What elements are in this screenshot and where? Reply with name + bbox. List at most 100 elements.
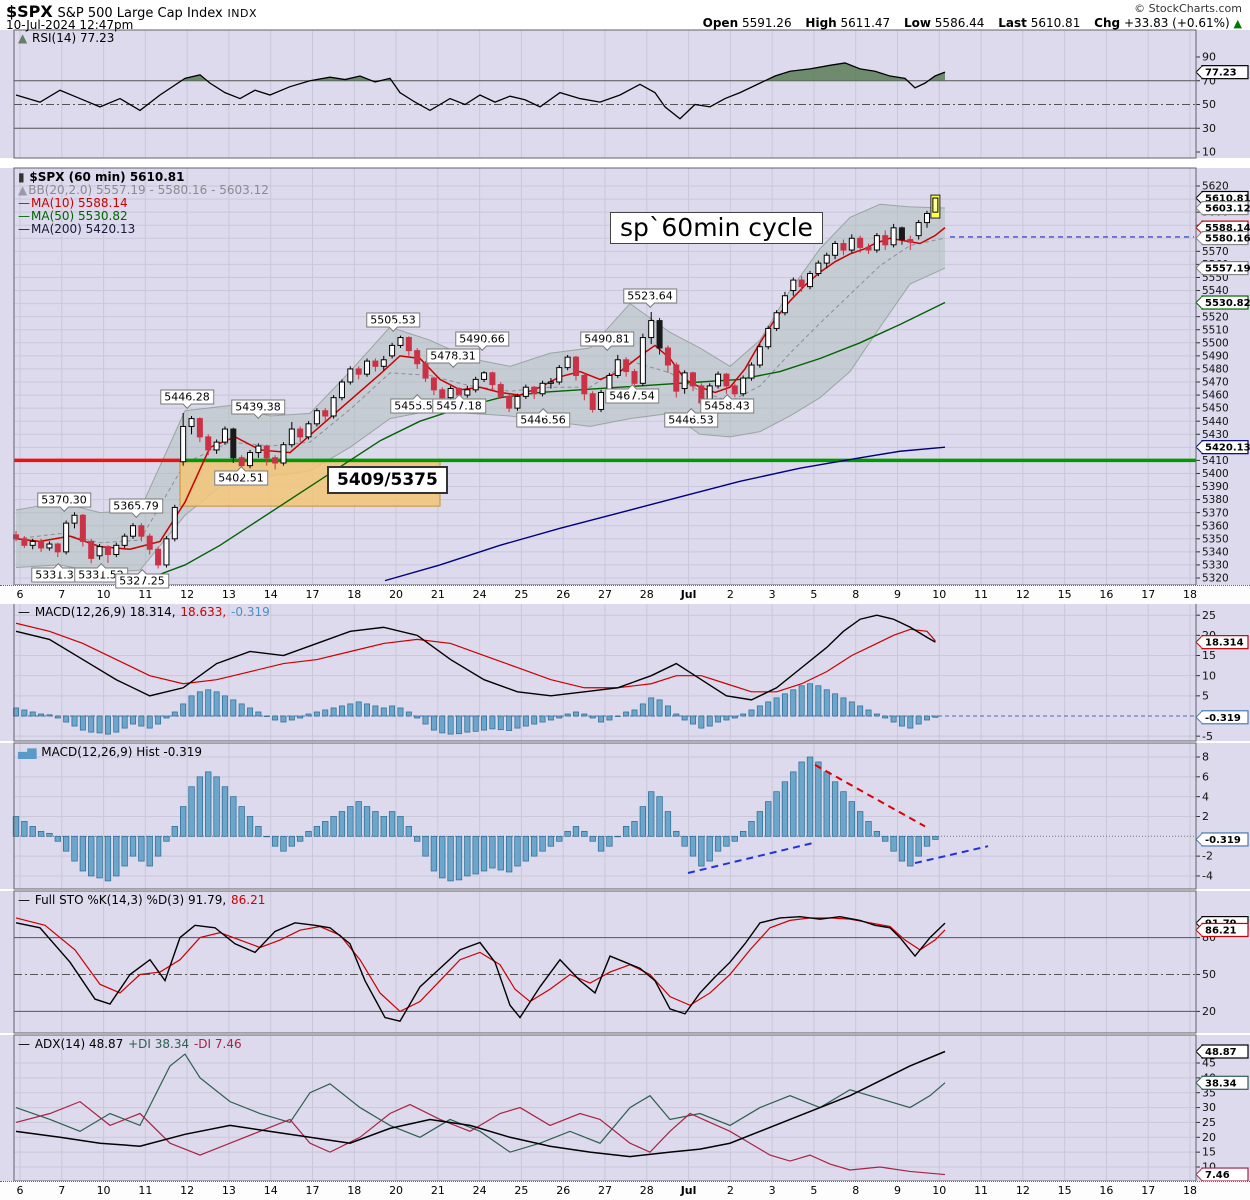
date-tick-label: 11 bbox=[974, 1184, 989, 1197]
legend-segment: ADX(14) 48.87 bbox=[34, 1037, 128, 1051]
date-tick-label: 17 bbox=[305, 1184, 320, 1197]
date-tick-label: 16 bbox=[1099, 1184, 1114, 1197]
adx-legend: — ADX(14) 48.87 +DI 38.34 -DI 7.46 bbox=[18, 1038, 243, 1051]
legend-segment: — bbox=[18, 222, 30, 236]
legend-segment: +DI 38.34 bbox=[128, 1037, 193, 1051]
svg-text:25: 25 bbox=[1202, 609, 1216, 622]
zone-annotation: 5409/5375 bbox=[327, 466, 448, 494]
svg-text:5380: 5380 bbox=[1202, 494, 1229, 506]
legend-segment: -0.319 bbox=[227, 605, 270, 619]
date-tick-label: 8 bbox=[852, 1184, 860, 1197]
price-flag-label: 5370.30 bbox=[37, 492, 91, 508]
price-flag-label: 5490.66 bbox=[455, 331, 509, 347]
svg-text:20: 20 bbox=[1202, 1131, 1216, 1144]
svg-text:8: 8 bbox=[1202, 751, 1209, 764]
date-tick-label: 18 bbox=[1183, 588, 1197, 601]
high-label: High bbox=[805, 16, 837, 30]
hist-legend: ▄▆ MACD(12,26,9) Hist -0.319 bbox=[18, 746, 203, 759]
date-tick-label: 15 bbox=[1057, 1184, 1072, 1197]
date-tick-label: 10 bbox=[932, 1184, 947, 1197]
legend-segment: ▲ bbox=[18, 31, 32, 45]
svg-text:5620: 5620 bbox=[1202, 181, 1229, 193]
date-tick-label: 24 bbox=[472, 1184, 487, 1197]
svg-text:45: 45 bbox=[1202, 1057, 1216, 1070]
date-tick-label: 7 bbox=[58, 1184, 66, 1197]
svg-text:5350: 5350 bbox=[1202, 533, 1229, 545]
svg-text:5420.13: 5420.13 bbox=[1205, 443, 1250, 454]
legend-segment: ▮ bbox=[18, 170, 29, 184]
svg-text:5540: 5540 bbox=[1202, 285, 1229, 297]
date-tick-label: 3 bbox=[768, 1184, 776, 1197]
copyright-link[interactable]: © StockCharts.com bbox=[1134, 2, 1242, 15]
svg-text:5480: 5480 bbox=[1202, 364, 1229, 376]
macd-hist-panel: 8 6 4 2 -2 -4 -0.319 bbox=[12, 751, 1249, 883]
main-legend: ▲BB(20,2.0) 5557.19 - 5580.16 - 5603.12 bbox=[18, 184, 270, 197]
date-tick-label: 5 bbox=[810, 588, 818, 601]
svg-text:50: 50 bbox=[1202, 968, 1216, 981]
rsi-legend: ▲ RSI(14) 77.23 bbox=[18, 32, 115, 45]
svg-text:5610.81: 5610.81 bbox=[1205, 194, 1250, 205]
last-value: 5610.81 bbox=[1030, 16, 1081, 30]
date-tick-label: 6 bbox=[16, 1184, 24, 1197]
price-flag-label: 5446.28 bbox=[160, 389, 214, 405]
svg-text:5340: 5340 bbox=[1202, 546, 1229, 558]
svg-text:15: 15 bbox=[1202, 649, 1216, 662]
date-tick-label: 5 bbox=[810, 1184, 818, 1197]
symbol-name: S&P 500 Large Cap Index bbox=[57, 6, 223, 21]
date-tick-label: 18 bbox=[1183, 1184, 1197, 1197]
chg-value: +33.83 (+0.61%) bbox=[1123, 16, 1230, 30]
date-tick-label: 28 bbox=[639, 588, 654, 601]
svg-text:5400: 5400 bbox=[1202, 468, 1229, 480]
svg-text:30: 30 bbox=[1202, 122, 1216, 135]
open-label: Open bbox=[702, 16, 739, 30]
candles-layer bbox=[13, 194, 941, 569]
svg-text:5557.19: 5557.19 bbox=[1205, 264, 1250, 275]
svg-text:5370: 5370 bbox=[1202, 507, 1229, 519]
legend-segment: Full STO %K(14,3) %D(3) 91.79, bbox=[34, 893, 227, 907]
price-flag-label: 5490.81 bbox=[580, 331, 634, 347]
svg-text:5450: 5450 bbox=[1202, 403, 1229, 415]
svg-text:20: 20 bbox=[1202, 1005, 1216, 1018]
svg-text:5430: 5430 bbox=[1202, 429, 1229, 441]
svg-text:2: 2 bbox=[1202, 810, 1209, 823]
date-tick-label: 28 bbox=[639, 1184, 654, 1197]
date-tick-label: 11 bbox=[138, 588, 153, 601]
svg-text:-2: -2 bbox=[1202, 850, 1213, 863]
svg-text:5510: 5510 bbox=[1202, 324, 1229, 336]
date-tick-label: 26 bbox=[556, 588, 571, 601]
date-tick-label: 10 bbox=[96, 588, 111, 601]
date-tick-label: 13 bbox=[221, 588, 236, 601]
legend-segment: 18.633, bbox=[176, 605, 227, 619]
svg-text:5440: 5440 bbox=[1202, 416, 1229, 428]
legend-segment: $SPX (60 min) 5610.81 bbox=[29, 170, 185, 184]
date-tick-label: 6 bbox=[16, 588, 24, 601]
svg-text:7.46: 7.46 bbox=[1205, 1170, 1230, 1181]
date-tick-label: 27 bbox=[598, 588, 612, 601]
date-axis-top: 6 7 10 11 12 13 14 17 18 20 21 24 25 26 27 28 Jul 2 3 5 8 9 10… bbox=[0, 585, 1250, 604]
cycle-annotation: sp`60min cycle bbox=[610, 212, 823, 244]
date-tick-label: 7 bbox=[58, 588, 66, 601]
date-tick-label: 16 bbox=[1099, 588, 1114, 601]
date-tick-label: Jul bbox=[680, 588, 697, 601]
legend-segment: — bbox=[18, 196, 30, 210]
legend-segment: MA(200) 5420.13 bbox=[31, 222, 136, 236]
date-tick-label: 17 bbox=[1141, 1184, 1156, 1197]
svg-text:5410: 5410 bbox=[1202, 455, 1229, 467]
svg-text:48.87: 48.87 bbox=[1205, 1047, 1237, 1058]
date-tick-label: 12 bbox=[180, 588, 195, 601]
svg-text:-0.319: -0.319 bbox=[1205, 835, 1241, 846]
chg-label: Chg bbox=[1094, 16, 1121, 30]
symbol: $SPX bbox=[6, 2, 53, 21]
svg-text:38.34: 38.34 bbox=[1205, 1078, 1237, 1089]
svg-text:15: 15 bbox=[1202, 1146, 1216, 1159]
legend-segment: BB(20,2.0) 5557.19 - 5580.16 - 5603.12 bbox=[28, 183, 269, 197]
main-legend: ▮ $SPX (60 min) 5610.81 bbox=[18, 171, 185, 184]
svg-text:5500: 5500 bbox=[1202, 337, 1229, 349]
price-flag-label: 5446.53 bbox=[664, 412, 718, 428]
svg-text:5520: 5520 bbox=[1202, 311, 1229, 323]
legend-segment: MA(10) 5588.14 bbox=[31, 196, 128, 210]
low-value: 5586.44 bbox=[934, 16, 985, 30]
svg-text:5570: 5570 bbox=[1202, 246, 1229, 258]
legend-segment: ▲ bbox=[18, 183, 28, 197]
last-label: Last bbox=[998, 16, 1027, 30]
